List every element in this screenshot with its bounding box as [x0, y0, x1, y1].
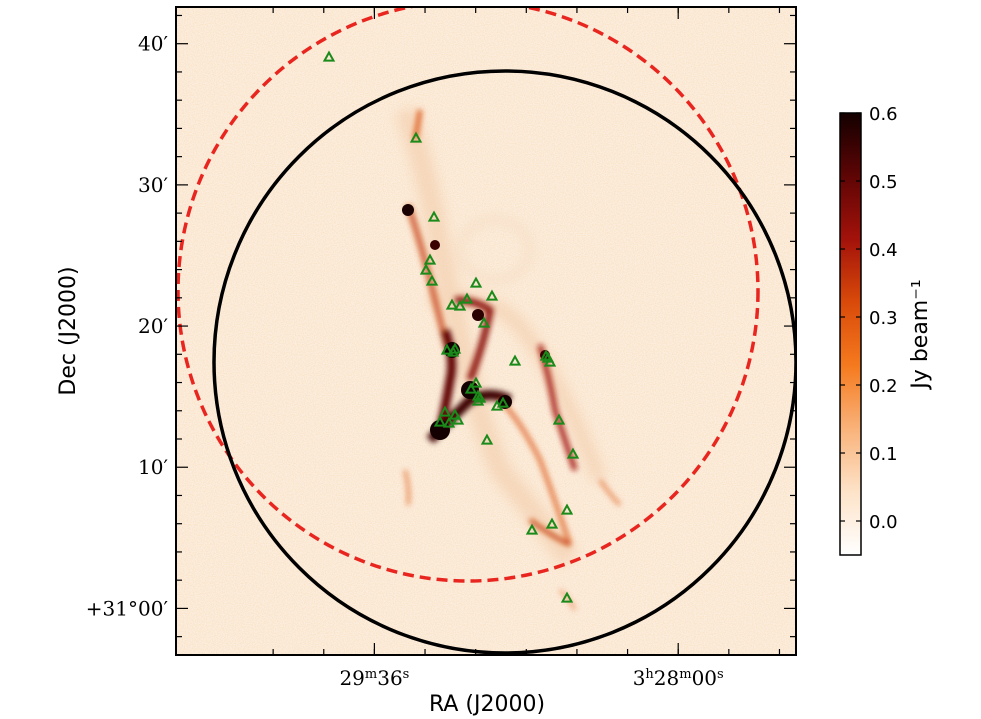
source-marker: [419, 263, 433, 275]
x-tick-labels: 29m36s 3h28m00s: [339, 666, 723, 690]
source-marker: [473, 391, 487, 403]
colorbar-tick-label: 0.5: [869, 172, 898, 193]
x-tick-label: 3h28m00s: [633, 666, 724, 690]
source-marker: [560, 503, 574, 515]
source-marker: [442, 416, 456, 428]
axis-ticks: [176, 7, 796, 655]
colorbar-tick-label: 0.4: [869, 240, 898, 261]
colorbar-tick-label: 0.6: [869, 104, 898, 125]
source-marker: [453, 299, 467, 311]
source-marker: [322, 50, 336, 62]
colorbar-tick-label: 0.1: [869, 444, 898, 465]
heatmap-image: [176, 7, 796, 655]
source-marker: [480, 433, 494, 445]
source-marker: [464, 382, 478, 394]
dashed-coverage-circle: [176, 7, 760, 583]
source-marker: [438, 405, 452, 417]
source-markers: [322, 50, 580, 603]
source-marker: [560, 591, 574, 603]
source-marker: [451, 413, 465, 425]
x-axis-title: RA (J2000): [429, 692, 545, 717]
source-marker: [566, 447, 580, 459]
source-marker: [485, 289, 499, 301]
colorbar-gradient: [839, 112, 862, 556]
colorbar-tick-label: 0.2: [869, 376, 898, 397]
source-marker: [423, 253, 437, 265]
colorbar-title: Jy beam⁻¹: [908, 279, 933, 390]
source-marker: [409, 131, 423, 143]
y-tick-labels: 40′ 30′ 20′ 10′ +31°00′: [86, 32, 169, 621]
source-marker: [469, 276, 483, 288]
y-tick-label: 10′: [138, 455, 168, 479]
emission-structure: [394, 106, 622, 611]
source-marker: [508, 354, 522, 366]
source-marker: [541, 351, 555, 363]
source-marker: [496, 396, 510, 408]
source-marker: [446, 345, 460, 357]
colorbar: 0.6 0.5 0.4 0.3 0.2 0.1 0.0 Jy beam⁻¹: [839, 104, 933, 556]
y-tick-label: 40′: [138, 32, 168, 56]
source-marker: [445, 298, 459, 310]
source-marker: [448, 408, 462, 420]
source-marker: [477, 316, 491, 328]
source-marker: [433, 415, 447, 427]
x-tick-label: 29m36s: [339, 666, 409, 690]
source-marker: [469, 376, 483, 388]
source-marker: [427, 210, 441, 222]
y-tick-label: 20′: [138, 314, 168, 338]
solid-coverage-circle: [212, 69, 796, 655]
plot-frame: [175, 6, 797, 656]
y-axis-title: Dec (J2000): [56, 266, 81, 395]
source-marker: [552, 413, 566, 425]
colorbar-ticks: 0.6 0.5 0.4 0.3 0.2 0.1 0.0: [840, 104, 898, 533]
source-marker: [525, 523, 539, 535]
source-marker: [425, 274, 439, 286]
source-marker: [440, 343, 454, 355]
source-marker: [460, 292, 474, 304]
y-tick-label: +31°00′: [86, 596, 169, 620]
y-tick-label: 30′: [138, 173, 168, 197]
colorbar-tick-label: 0.3: [869, 308, 898, 329]
colorbar-tick-label: 0.0: [869, 512, 898, 533]
source-marker: [545, 517, 559, 529]
